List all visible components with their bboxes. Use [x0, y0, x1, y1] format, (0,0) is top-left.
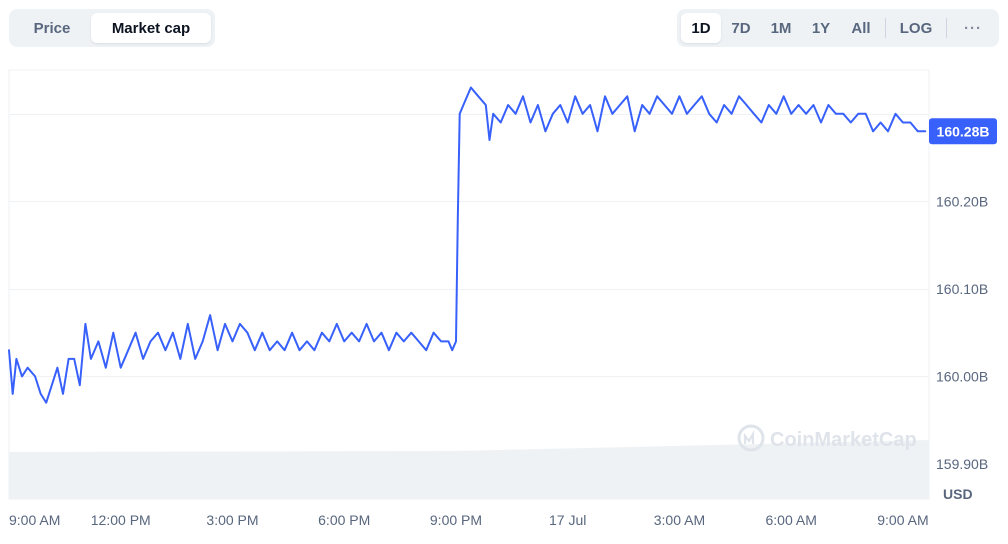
range-1y-button[interactable]: 1Y — [811, 19, 831, 37]
time-range-selector: 1D 7D 1M 1Y All LOG ··· — [677, 9, 999, 47]
more-options-button[interactable]: ··· — [964, 19, 982, 37]
price-tab[interactable]: Price — [33, 19, 71, 37]
volume-area — [9, 440, 929, 499]
price-marketcap-toggle: Price Market cap — [9, 9, 215, 47]
range-all-button[interactable]: All — [851, 19, 871, 37]
current-value-tag-bg — [929, 118, 997, 145]
current-value-tag: 160.28B — [929, 118, 997, 145]
volume-bars — [9, 440, 929, 499]
range-7d-button[interactable]: 7D — [731, 19, 751, 37]
market-cap-line — [8, 86, 927, 404]
watermark-text: CoinMarketCap — [770, 429, 917, 451]
x-tick-label: 3:00 PM — [206, 512, 258, 528]
x-tick-label: 9:00 AM — [877, 512, 928, 528]
x-tick-label: 6:00 AM — [765, 512, 816, 528]
y-tick-label: 160.20B — [936, 193, 988, 209]
y-axis-unit-label: USD — [943, 486, 973, 502]
y-tick-label: 160.10B — [936, 281, 988, 297]
current-value-label: 160.28B — [937, 123, 990, 139]
y-tick-label: 160.00B — [936, 368, 988, 384]
coinmarketcap-watermark: CoinMarketCap — [737, 424, 917, 452]
market-cap-tab[interactable]: Market cap — [91, 13, 211, 43]
log-scale-button[interactable]: LOG — [899, 19, 933, 37]
x-tick-label: 12:00 PM — [91, 512, 151, 528]
x-tick-label: 6:00 PM — [318, 512, 370, 528]
range-1m-button[interactable]: 1M — [770, 19, 792, 37]
toolbar-divider — [885, 18, 886, 38]
y-axis-labels: 159.90B 160.00B 160.10B 160.20B — [936, 193, 988, 472]
x-tick-label: 9:00 PM — [430, 512, 482, 528]
range-1d-button[interactable]: 1D — [681, 13, 721, 43]
x-axis-labels: 9:00 AM 12:00 PM 3:00 PM 6:00 PM 9:00 PM 17 J… — [9, 512, 929, 528]
x-tick-label: 3:00 AM — [654, 512, 705, 528]
x-tick-label: 9:00 AM — [9, 512, 60, 528]
coinmarketcap-logo-icon — [737, 424, 765, 452]
coinmarketcap-logo-mark — [743, 429, 755, 444]
x-tick-label: 17 Jul — [549, 512, 586, 528]
series-line — [8, 86, 927, 404]
toolbar-divider — [946, 18, 947, 38]
y-tick-label: 159.90B — [936, 456, 988, 472]
